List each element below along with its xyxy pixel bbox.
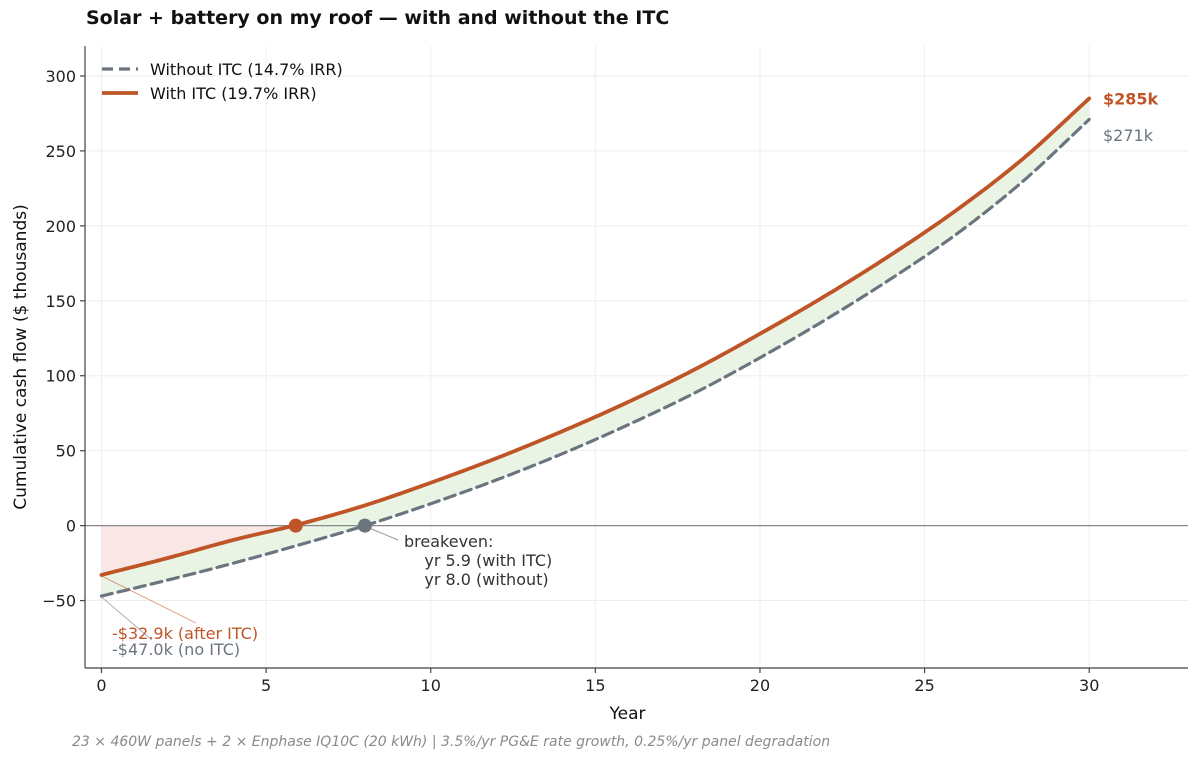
chart-footnote: 23 × 460W panels + 2 × Enphase IQ10C (20… [72, 734, 831, 750]
series-line-with-itc [99, 96, 1092, 577]
breakeven-marker-without-itc [357, 518, 372, 533]
start-leader-without-itc [101, 596, 153, 641]
y-tick-label: 300 [45, 67, 76, 86]
y-tick-label: 150 [45, 292, 76, 311]
breakeven-marker-with-itc [288, 518, 303, 533]
chart-title: Solar + battery on my roof — with and wi… [86, 7, 670, 29]
y-tick-label: 100 [45, 367, 76, 386]
legend-label-without-itc: Without ITC (14.7% IRR) [150, 60, 343, 79]
breakeven-annotation-line: breakeven: [404, 532, 493, 551]
y-tick-label: 250 [45, 142, 76, 161]
legend: Without ITC (14.7% IRR) With ITC (19.7% I… [102, 60, 343, 103]
y-tick-label: −50 [42, 592, 76, 611]
start-label-with-itc: -$32.9k (after ITC) [112, 624, 258, 643]
x-tick-label: 25 [914, 676, 934, 695]
x-axis-label: Year [609, 704, 646, 724]
start-label-without-itc: -$47.0k (no ITC) [112, 640, 240, 659]
y-tick-label: 200 [45, 217, 76, 236]
series-line-without-itc [99, 117, 1091, 598]
y-axis-label: Cumulative cash flow ($ thousands) [11, 204, 31, 509]
start-leader-with-itc [101, 575, 197, 624]
breakeven-annotation-line: yr 8.0 (without) [404, 570, 549, 589]
x-tick-label: 10 [421, 676, 441, 695]
breakeven-leader [370, 528, 399, 541]
x-tick-label: 30 [1079, 676, 1099, 695]
y-tick-label: 0 [66, 517, 76, 536]
end-label-without-itc: $271k [1103, 126, 1154, 145]
axes: 0 5 10 15 20 25 30 −50 0 50 100 150 200 250 300 Year Cum… [11, 46, 1188, 724]
series-lines [99, 96, 1092, 598]
annotations: $285k $271k breakeven: yr 5.9 (with ITC) y… [101, 89, 1159, 659]
x-tick-label: 0 [96, 676, 106, 695]
x-tick-label: 20 [750, 676, 770, 695]
x-tick-label: 15 [585, 676, 605, 695]
breakeven-annotation-line: yr 5.9 (with ITC) [404, 551, 552, 570]
end-label-with-itc: $285k [1103, 89, 1159, 108]
legend-label-with-itc: With ITC (19.7% IRR) [150, 84, 317, 103]
y-tick-label: 50 [56, 442, 76, 461]
breakeven-annotation: breakeven: yr 5.9 (with ITC) yr 8.0 (wit… [404, 532, 552, 589]
grid [85, 46, 1188, 668]
x-tick-label: 5 [261, 676, 271, 695]
